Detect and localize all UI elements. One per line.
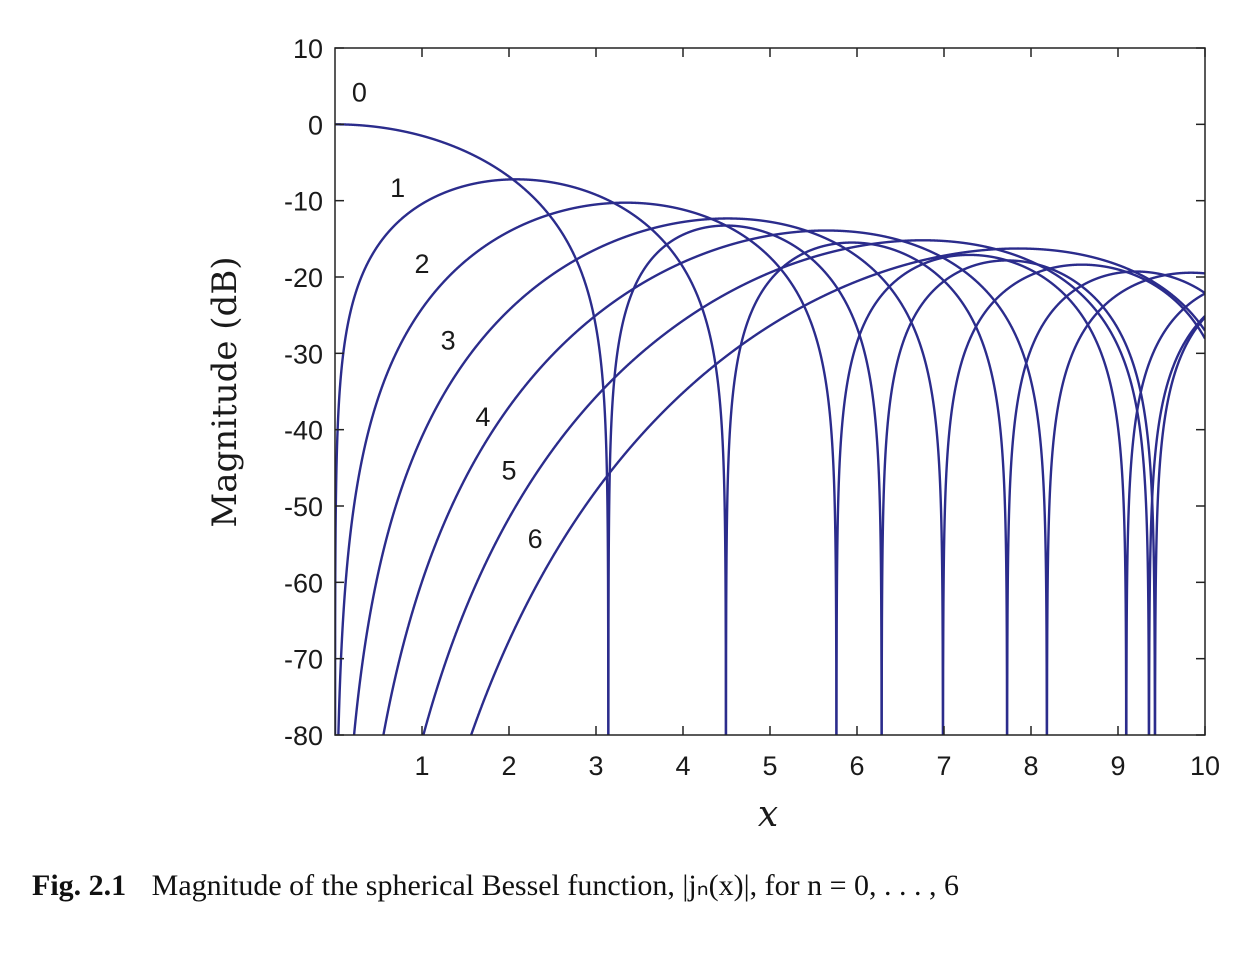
y-axis-title: Magnitude (dB) bbox=[205, 256, 245, 527]
y-tick-label: 0 bbox=[308, 110, 323, 140]
y-tick-label: -10 bbox=[284, 187, 323, 217]
series-line-n4 bbox=[382, 229, 1205, 735]
y-tick-label: -50 bbox=[284, 492, 323, 522]
series-line-n6 bbox=[469, 247, 1205, 735]
y-tick-label: -80 bbox=[284, 721, 323, 751]
series-line-n0 bbox=[335, 123, 1205, 735]
x-axis-title: x bbox=[758, 794, 778, 835]
y-tick-label: -60 bbox=[284, 568, 323, 598]
x-tick-label: 1 bbox=[414, 751, 429, 781]
figure-number: Fig. 2.1 bbox=[32, 869, 127, 902]
y-tick-label: 10 bbox=[293, 34, 323, 64]
y-tick-label: -30 bbox=[284, 339, 323, 369]
x-tick-label: 9 bbox=[1110, 751, 1125, 781]
x-tick-label: 3 bbox=[588, 751, 603, 781]
curve-label-n4: 4 bbox=[475, 402, 490, 432]
curve-labels: 0 1 2 3 45 6 bbox=[352, 77, 543, 554]
series-line-n5 bbox=[422, 239, 1205, 735]
y-tick-label: -20 bbox=[284, 263, 323, 293]
curve-label-n1: 1 bbox=[390, 173, 405, 203]
y-tick-label: -40 bbox=[284, 416, 323, 446]
figure-caption: Fig. 2.1 Magnitude of the spherical Bess… bbox=[32, 868, 959, 903]
curve-label-n3: 3 bbox=[441, 326, 456, 356]
curves-group bbox=[335, 123, 1205, 735]
curve-label-n0: 0 bbox=[352, 77, 367, 107]
x-tick-label: 10 bbox=[1190, 751, 1220, 781]
series-line-n2 bbox=[337, 201, 1205, 735]
x-tick-label: 4 bbox=[675, 751, 690, 781]
curve-label-n2: 2 bbox=[414, 249, 429, 279]
x-tick-label: 7 bbox=[936, 751, 951, 781]
curve-label-n6: 6 bbox=[528, 524, 543, 554]
x-tick-label: 6 bbox=[849, 751, 864, 781]
x-tick-label: 5 bbox=[762, 751, 777, 781]
curve-label-n5: 5 bbox=[501, 455, 516, 485]
x-tick-label: 8 bbox=[1023, 751, 1038, 781]
series-line-n3 bbox=[352, 217, 1205, 735]
y-tick-label: -70 bbox=[284, 645, 323, 675]
series-line-n1 bbox=[335, 178, 1205, 735]
x-tick-label: 2 bbox=[501, 751, 516, 781]
caption-text: Magnitude of the spherical Bessel functi… bbox=[151, 869, 960, 902]
